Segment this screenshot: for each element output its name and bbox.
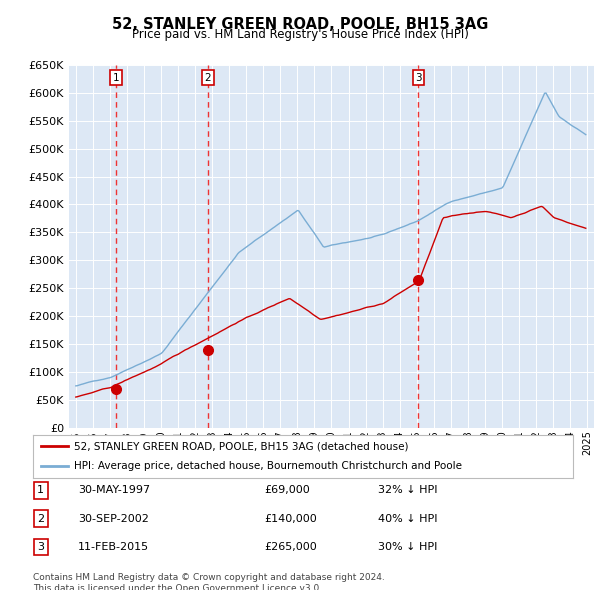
Text: 52, STANLEY GREEN ROAD, POOLE, BH15 3AG: 52, STANLEY GREEN ROAD, POOLE, BH15 3AG bbox=[112, 17, 488, 31]
Text: £69,000: £69,000 bbox=[264, 486, 310, 495]
Text: 30-MAY-1997: 30-MAY-1997 bbox=[78, 486, 150, 495]
Text: 30-SEP-2002: 30-SEP-2002 bbox=[78, 514, 149, 523]
Text: 32% ↓ HPI: 32% ↓ HPI bbox=[378, 486, 437, 495]
Text: 1: 1 bbox=[113, 73, 119, 83]
Text: 3: 3 bbox=[37, 542, 44, 552]
Text: 2: 2 bbox=[37, 514, 44, 523]
Text: 30% ↓ HPI: 30% ↓ HPI bbox=[378, 542, 437, 552]
Text: £265,000: £265,000 bbox=[264, 542, 317, 552]
Text: £140,000: £140,000 bbox=[264, 514, 317, 523]
Text: 52, STANLEY GREEN ROAD, POOLE, BH15 3AG (detached house): 52, STANLEY GREEN ROAD, POOLE, BH15 3AG … bbox=[74, 441, 408, 451]
Text: Price paid vs. HM Land Registry's House Price Index (HPI): Price paid vs. HM Land Registry's House … bbox=[131, 28, 469, 41]
Text: 2: 2 bbox=[205, 73, 211, 83]
Text: 11-FEB-2015: 11-FEB-2015 bbox=[78, 542, 149, 552]
Text: 40% ↓ HPI: 40% ↓ HPI bbox=[378, 514, 437, 523]
Text: 3: 3 bbox=[415, 73, 422, 83]
Text: 1: 1 bbox=[37, 486, 44, 495]
Text: Contains HM Land Registry data © Crown copyright and database right 2024.
This d: Contains HM Land Registry data © Crown c… bbox=[33, 573, 385, 590]
Text: HPI: Average price, detached house, Bournemouth Christchurch and Poole: HPI: Average price, detached house, Bour… bbox=[74, 461, 461, 471]
